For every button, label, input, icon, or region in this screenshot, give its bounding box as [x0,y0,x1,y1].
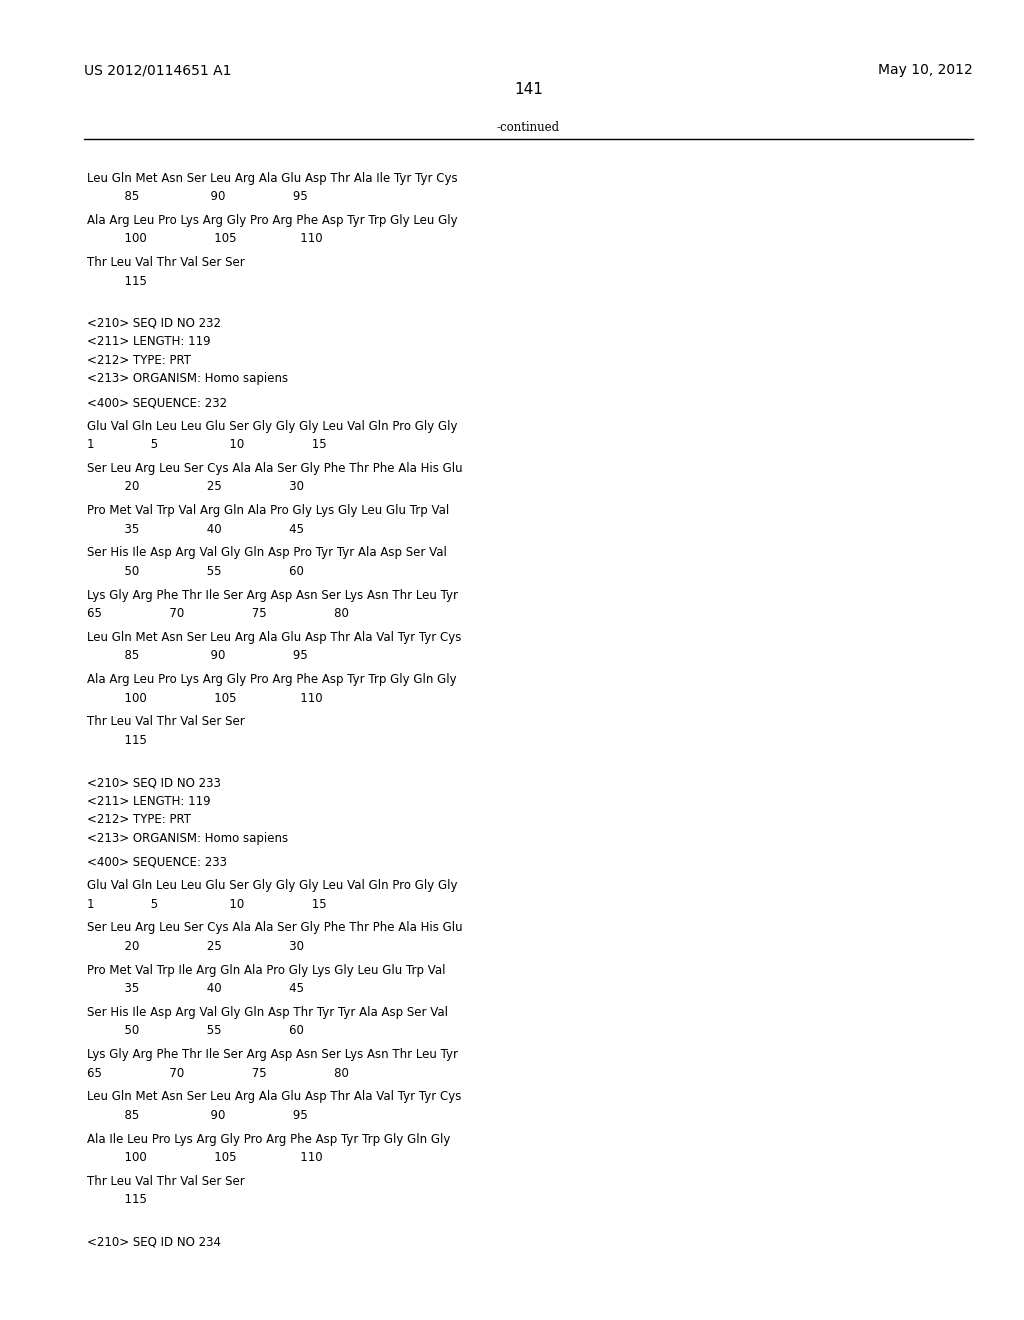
Text: 65                  70                  75                  80: 65 70 75 80 [87,607,349,620]
Text: 20                  25                  30: 20 25 30 [87,940,304,953]
Text: Lys Gly Arg Phe Thr Ile Ser Arg Asp Asn Ser Lys Asn Thr Leu Tyr: Lys Gly Arg Phe Thr Ile Ser Arg Asp Asn … [87,1048,458,1061]
Text: 115: 115 [87,1193,146,1206]
Text: 50                  55                  60: 50 55 60 [87,565,304,578]
Text: Pro Met Val Trp Val Arg Gln Ala Pro Gly Lys Gly Leu Glu Trp Val: Pro Met Val Trp Val Arg Gln Ala Pro Gly … [87,504,450,517]
Text: Thr Leu Val Thr Val Ser Ser: Thr Leu Val Thr Val Ser Ser [87,1175,245,1188]
Text: 1               5                   10                  15: 1 5 10 15 [87,898,327,911]
Text: Leu Gln Met Asn Ser Leu Arg Ala Glu Asp Thr Ala Ile Tyr Tyr Cys: Leu Gln Met Asn Ser Leu Arg Ala Glu Asp … [87,172,458,185]
Text: <211> LENGTH: 119: <211> LENGTH: 119 [87,335,211,348]
Text: 100                  105                 110: 100 105 110 [87,232,323,246]
Text: Ala Arg Leu Pro Lys Arg Gly Pro Arg Phe Asp Tyr Trp Gly Gln Gly: Ala Arg Leu Pro Lys Arg Gly Pro Arg Phe … [87,673,457,686]
Text: May 10, 2012: May 10, 2012 [878,63,973,78]
Text: <210> SEQ ID NO 232: <210> SEQ ID NO 232 [87,317,221,330]
Text: Leu Gln Met Asn Ser Leu Arg Ala Glu Asp Thr Ala Val Tyr Tyr Cys: Leu Gln Met Asn Ser Leu Arg Ala Glu Asp … [87,631,462,644]
Text: Lys Gly Arg Phe Thr Ile Ser Arg Asp Asn Ser Lys Asn Thr Leu Tyr: Lys Gly Arg Phe Thr Ile Ser Arg Asp Asn … [87,589,458,602]
Text: 85                   90                  95: 85 90 95 [87,649,308,663]
Text: <213> ORGANISM: Homo sapiens: <213> ORGANISM: Homo sapiens [87,372,288,385]
Text: 35                  40                  45: 35 40 45 [87,523,304,536]
Text: <400> SEQUENCE: 233: <400> SEQUENCE: 233 [87,855,227,869]
Text: 141: 141 [514,82,543,96]
Text: Ser Leu Arg Leu Ser Cys Ala Ala Ser Gly Phe Thr Phe Ala His Glu: Ser Leu Arg Leu Ser Cys Ala Ala Ser Gly … [87,462,463,475]
Text: 115: 115 [87,275,146,288]
Text: <400> SEQUENCE: 232: <400> SEQUENCE: 232 [87,396,227,409]
Text: 50                  55                  60: 50 55 60 [87,1024,304,1038]
Text: 1               5                   10                  15: 1 5 10 15 [87,438,327,451]
Text: Thr Leu Val Thr Val Ser Ser: Thr Leu Val Thr Val Ser Ser [87,256,245,269]
Text: <212> TYPE: PRT: <212> TYPE: PRT [87,354,191,367]
Text: 35                  40                  45: 35 40 45 [87,982,304,995]
Text: <210> SEQ ID NO 234: <210> SEQ ID NO 234 [87,1236,221,1249]
Text: 100                  105                 110: 100 105 110 [87,692,323,705]
Text: <213> ORGANISM: Homo sapiens: <213> ORGANISM: Homo sapiens [87,832,288,845]
Text: Ser Leu Arg Leu Ser Cys Ala Ala Ser Gly Phe Thr Phe Ala His Glu: Ser Leu Arg Leu Ser Cys Ala Ala Ser Gly … [87,921,463,935]
Text: 65                  70                  75                  80: 65 70 75 80 [87,1067,349,1080]
Text: Pro Met Val Trp Ile Arg Gln Ala Pro Gly Lys Gly Leu Glu Trp Val: Pro Met Val Trp Ile Arg Gln Ala Pro Gly … [87,964,445,977]
Text: 115: 115 [87,734,146,747]
Text: Leu Gln Met Asn Ser Leu Arg Ala Glu Asp Thr Ala Val Tyr Tyr Cys: Leu Gln Met Asn Ser Leu Arg Ala Glu Asp … [87,1090,462,1104]
Text: -continued: -continued [497,121,560,135]
Text: Thr Leu Val Thr Val Ser Ser: Thr Leu Val Thr Val Ser Ser [87,715,245,729]
Text: <210> SEQ ID NO 233: <210> SEQ ID NO 233 [87,776,221,789]
Text: <212> TYPE: PRT: <212> TYPE: PRT [87,813,191,826]
Text: Glu Val Gln Leu Leu Glu Ser Gly Gly Gly Leu Val Gln Pro Gly Gly: Glu Val Gln Leu Leu Glu Ser Gly Gly Gly … [87,420,458,433]
Text: 20                  25                  30: 20 25 30 [87,480,304,494]
Text: 85                   90                  95: 85 90 95 [87,190,308,203]
Text: <211> LENGTH: 119: <211> LENGTH: 119 [87,795,211,808]
Text: Ala Arg Leu Pro Lys Arg Gly Pro Arg Phe Asp Tyr Trp Gly Leu Gly: Ala Arg Leu Pro Lys Arg Gly Pro Arg Phe … [87,214,458,227]
Text: 100                  105                 110: 100 105 110 [87,1151,323,1164]
Text: Glu Val Gln Leu Leu Glu Ser Gly Gly Gly Leu Val Gln Pro Gly Gly: Glu Val Gln Leu Leu Glu Ser Gly Gly Gly … [87,879,458,892]
Text: US 2012/0114651 A1: US 2012/0114651 A1 [84,63,231,78]
Text: 85                   90                  95: 85 90 95 [87,1109,308,1122]
Text: Ala Ile Leu Pro Lys Arg Gly Pro Arg Phe Asp Tyr Trp Gly Gln Gly: Ala Ile Leu Pro Lys Arg Gly Pro Arg Phe … [87,1133,451,1146]
Text: Ser His Ile Asp Arg Val Gly Gln Asp Thr Tyr Tyr Ala Asp Ser Val: Ser His Ile Asp Arg Val Gly Gln Asp Thr … [87,1006,449,1019]
Text: Ser His Ile Asp Arg Val Gly Gln Asp Pro Tyr Tyr Ala Asp Ser Val: Ser His Ile Asp Arg Val Gly Gln Asp Pro … [87,546,446,560]
